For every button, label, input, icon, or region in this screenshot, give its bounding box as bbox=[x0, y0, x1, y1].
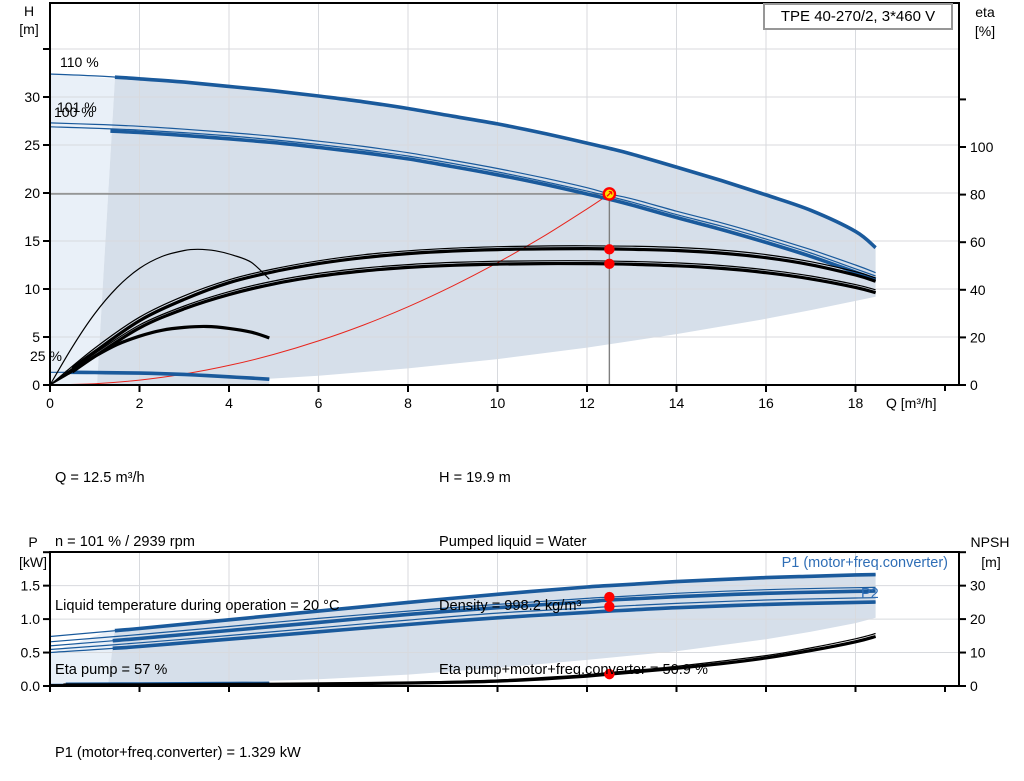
series-system-curve bbox=[49, 193, 610, 386]
axis-tick-label: 1.5 bbox=[21, 578, 41, 594]
duty-marker-dot bbox=[604, 591, 615, 603]
x-axis-title: Q [m³/h] bbox=[886, 395, 937, 411]
axis-tick-label: 0.0 bbox=[21, 678, 41, 694]
axis-tick-label: 1.0 bbox=[21, 611, 41, 627]
operating-point-marker[interactable] bbox=[602, 187, 617, 201]
curve-label: 100 % bbox=[54, 104, 94, 120]
series-eta-pump-25pct bbox=[49, 248, 270, 386]
power-envelope bbox=[108, 574, 876, 684]
axis-tick-label: 6 bbox=[315, 395, 323, 411]
series-p1-100pct bbox=[49, 589, 876, 647]
series-p2-100pct bbox=[49, 600, 876, 654]
axis-tick-label: 8 bbox=[404, 395, 412, 411]
head-chart: 0 5 10 15 20 25 30 0 20 40 60 80 100 0 2 4 6 8 10 12 14 16 18 Q… bbox=[19, 2, 995, 411]
curve-label: P2 bbox=[861, 586, 879, 602]
op-eta-pump: Eta pump = 57 % bbox=[55, 662, 168, 679]
axis-tick-label: 30 bbox=[24, 89, 40, 105]
axis-tick-label: 10 bbox=[970, 645, 986, 661]
left-axis-title: [kW] bbox=[19, 554, 47, 570]
axis-tick-label: 5 bbox=[32, 329, 40, 345]
head-frame bbox=[43, 2, 966, 392]
right-axis-title: [m] bbox=[981, 554, 1000, 570]
op-density: Density = 998.2 kg/m³ bbox=[439, 598, 582, 615]
series-eta-total bbox=[49, 261, 877, 386]
axis-tick-label: 100 bbox=[970, 139, 994, 155]
series-qh-100pct-thin bbox=[49, 126, 876, 277]
axis-tick-label: 60 bbox=[970, 234, 986, 250]
series-qh-25pct bbox=[50, 370, 270, 381]
allowed-envelope-pale bbox=[50, 74, 115, 385]
left-axis-title: P bbox=[28, 534, 37, 550]
right-axis-title: eta bbox=[975, 4, 995, 20]
power-grid bbox=[50, 552, 959, 686]
axis-tick-label: 0 bbox=[970, 678, 978, 694]
axis-tick-label: 0 bbox=[32, 377, 40, 393]
series-qh-110pct bbox=[49, 73, 877, 250]
duty-marker-dot bbox=[604, 258, 615, 270]
operating-point-text-left: Q = 12.5 m³/h n = 101 % / 2939 rpm Liqui… bbox=[55, 425, 340, 725]
allowed-envelope bbox=[97, 78, 876, 386]
axis-tick-label: 10 bbox=[24, 281, 40, 297]
op-speed-value: n = 101 % / 2939 rpm bbox=[55, 534, 195, 551]
duty-marker-dot bbox=[604, 244, 615, 255]
axis-tick-label: 40 bbox=[970, 282, 986, 298]
series-qh-100pct bbox=[110, 129, 877, 282]
pump-model-badge: TPE 40-270/2, 3*460 V bbox=[763, 3, 953, 30]
curve-label: 110 % bbox=[60, 54, 99, 70]
operating-point-text-right: H = 19.9 m Pumped liquid = Water Density… bbox=[439, 425, 708, 725]
op-flow-value: Q = 12.5 m³/h bbox=[55, 469, 145, 486]
series-p1-101pct-thin bbox=[49, 586, 876, 643]
series-qh-101pct-thin bbox=[49, 122, 876, 274]
axis-tick-label: 14 bbox=[669, 395, 685, 411]
op-eta-total: Eta pump+motor+freq.converter = 50.9 % bbox=[439, 662, 708, 679]
op-liquid-temperature: Liquid temperature during operation = 20… bbox=[55, 598, 340, 615]
series-npsh bbox=[49, 634, 877, 687]
result-p1: P1 (motor+freq.converter) = 1.329 kW bbox=[55, 745, 301, 761]
op-pumped-liquid: Pumped liquid = Water bbox=[439, 534, 587, 551]
series-p1-110pct bbox=[49, 572, 876, 638]
axis-tick-label: 16 bbox=[758, 395, 774, 411]
series-eta-pump-upper-thin bbox=[49, 245, 876, 386]
axis-tick-label: 0 bbox=[46, 395, 54, 411]
right-axis-title: [%] bbox=[975, 23, 995, 39]
operating-point-crosshair bbox=[50, 193, 611, 385]
axis-tick-label: 20 bbox=[24, 185, 40, 201]
axis-tick-label: 2 bbox=[136, 395, 144, 411]
power-chart: 0.0 0.5 1.0 1.5 0 10 20 30 P [kW] NPSH [m] P1 (motor… bbox=[19, 534, 1009, 694]
series-eta-total-upper-thin bbox=[49, 260, 876, 386]
result-text-block: P1 (motor+freq.converter) = 1.329 kW P2 … bbox=[55, 698, 301, 781]
op-head-value: H = 19.9 m bbox=[439, 469, 511, 486]
series-p2-101pct-thin bbox=[49, 597, 876, 651]
left-axis-title: [m] bbox=[19, 21, 38, 37]
axis-tick-label: 12 bbox=[579, 395, 595, 411]
axis-tick-label: 0.5 bbox=[21, 645, 41, 661]
axis-tick-label: 30 bbox=[970, 578, 986, 594]
duty-marker-dot bbox=[604, 668, 615, 680]
axis-tick-label: 80 bbox=[970, 187, 986, 203]
duty-marker-dot bbox=[604, 601, 615, 612]
drag-arrow-icon bbox=[606, 190, 613, 197]
curve-label: P1 (motor+freq.converter) bbox=[782, 555, 948, 571]
axis-tick-label: 20 bbox=[970, 611, 986, 627]
axis-tick-label: 10 bbox=[490, 395, 506, 411]
pump-model-label: TPE 40-270/2, 3*460 V bbox=[780, 8, 936, 25]
left-axis-title: H bbox=[24, 3, 34, 19]
series-eta-pump bbox=[49, 246, 877, 386]
head-grid bbox=[50, 3, 959, 385]
curve-label: 25 % bbox=[30, 348, 62, 364]
power-frame bbox=[43, 551, 966, 692]
axis-tick-label: 0 bbox=[970, 377, 978, 393]
curve-label: 101 % bbox=[57, 99, 97, 115]
axis-tick-label: 15 bbox=[24, 233, 40, 249]
axis-tick-label: 25 bbox=[24, 137, 40, 153]
axis-tick-label: 18 bbox=[848, 395, 864, 411]
axis-tick-label: 4 bbox=[225, 395, 233, 411]
right-axis-title: NPSH bbox=[971, 534, 1010, 550]
series-eta-total-25pct bbox=[49, 324, 270, 386]
axis-tick-label: 20 bbox=[970, 329, 986, 345]
